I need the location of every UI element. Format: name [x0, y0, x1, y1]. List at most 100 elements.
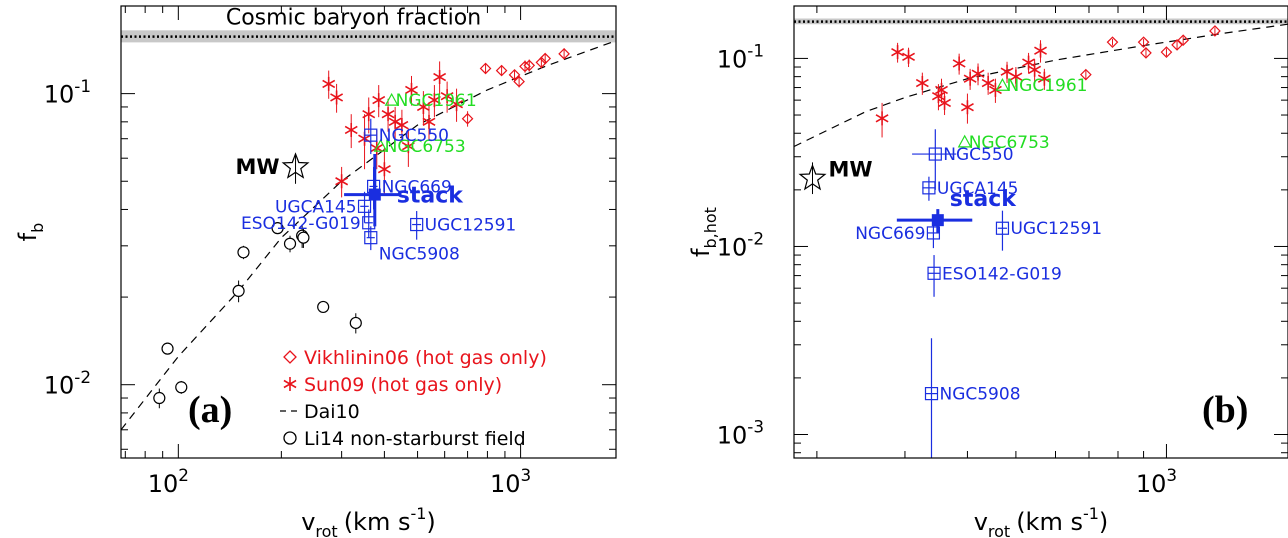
- vikhlinin-point: [539, 52, 552, 65]
- y-axis-label-sub: b,hot: [701, 207, 720, 248]
- x-tick-label-base: 10: [148, 470, 179, 498]
- li14-point: [297, 231, 310, 244]
- galaxy-label: NGC669: [382, 177, 452, 197]
- sun09-point: [960, 100, 974, 115]
- x-tick-label: 103: [490, 465, 531, 498]
- y-axis-label: fb: [14, 223, 47, 242]
- plot-area: [121, 30, 616, 431]
- x-tick-label-exp: 3: [521, 465, 532, 485]
- li14-point: [317, 300, 330, 314]
- sun09-point: [938, 95, 952, 110]
- vikhlinin-point: [1106, 36, 1119, 49]
- galaxy-label: NGC669: [855, 224, 925, 244]
- y-tick-label-base: 10: [44, 81, 75, 109]
- legend-item-label: Sun09 (hot gas only): [304, 374, 502, 396]
- sun09-point: [915, 76, 929, 91]
- legend-diamond-icon: [283, 350, 297, 364]
- galaxy-point: [924, 387, 939, 401]
- sun09-point: [971, 66, 985, 81]
- mw-label: MW: [235, 155, 279, 179]
- galaxy-label: UGCA145: [275, 197, 357, 217]
- legend-item-label: Li14 non-starburst field: [304, 428, 526, 450]
- sun09-point: [401, 139, 415, 154]
- y-tick-label-exp: -1: [74, 76, 91, 96]
- dai10-curve: [121, 40, 616, 431]
- stack-label: stack: [950, 187, 1017, 212]
- y-axis-label: fb,hot: [687, 207, 720, 257]
- green-point: [995, 77, 1010, 91]
- x-axis-label-close: ): [1099, 508, 1108, 536]
- sun09-point: [335, 174, 349, 189]
- x-axis-label-unit: (km s: [344, 508, 411, 536]
- x-tick-label-exp: 2: [178, 465, 189, 485]
- band-label: Cosmic baryon fraction: [226, 5, 481, 30]
- y-tick-label: 10-2: [717, 229, 764, 262]
- y-tick-label-exp: -2: [74, 367, 91, 387]
- vikhlinin-point: [1140, 47, 1152, 59]
- x-axis-label-main: v: [301, 508, 315, 536]
- sun09-point: [322, 76, 336, 91]
- green-point-label: NGC1961: [1006, 76, 1087, 96]
- sun09-point: [952, 56, 966, 71]
- vikhlinin-point: [508, 69, 521, 81]
- sun09-point: [362, 107, 376, 122]
- sun09-point: [381, 107, 395, 122]
- x-axis-label-sub: rot: [988, 522, 1010, 538]
- y-tick-label: 10-3: [717, 417, 764, 450]
- legend-circle-icon: [283, 431, 297, 445]
- x-axis-label-close: ): [426, 508, 435, 536]
- sun09-point: [935, 82, 948, 97]
- y-axis-label-sub: b: [28, 223, 47, 233]
- sun09-point: [416, 99, 430, 114]
- y-tick-label-base: 10: [717, 45, 748, 73]
- sun09-point: [344, 122, 358, 137]
- vikhlinin-point: [558, 47, 570, 60]
- x-axis-label: vrot (km s-1): [974, 504, 1109, 538]
- panel-a: Cosmic baryon fractionNGC1961NGC6753NGC5…: [14, 5, 617, 538]
- sun09-point: [330, 90, 344, 105]
- vikhlinin-point: [1080, 68, 1092, 81]
- axes-frame: [120, 5, 617, 459]
- galaxy-point: [364, 128, 378, 142]
- galaxy-point: [995, 221, 1010, 235]
- li14-point: [237, 246, 250, 259]
- y-tick-label: 10-1: [717, 41, 764, 74]
- x-axis-label-sub: rot: [315, 522, 337, 538]
- sun09-point: [433, 70, 447, 85]
- y-tick-label: 10-2: [44, 367, 91, 400]
- vikhlinin-point: [523, 59, 536, 72]
- y-tick-label: 10-1: [44, 76, 91, 109]
- galaxy-label: NGC5908: [939, 385, 1020, 405]
- galaxy-label: UGC12591: [1010, 219, 1102, 239]
- stack-point: [931, 214, 944, 227]
- li14-point: [232, 284, 245, 298]
- x-tick-label-base: 10: [1136, 470, 1167, 498]
- vikhlinin-point: [1137, 36, 1150, 49]
- galaxy-point: [927, 266, 941, 280]
- galaxy-point: [922, 181, 936, 195]
- mw-star-icon: [281, 152, 310, 179]
- galaxy-point: [410, 217, 424, 232]
- y-tick-label-exp: -2: [747, 229, 764, 249]
- green-point: [957, 134, 972, 148]
- galaxy-label: NGC550: [943, 145, 1013, 165]
- sun09-point: [372, 93, 386, 108]
- li14-point: [271, 222, 284, 235]
- mw-label: MW: [828, 157, 872, 181]
- x-tick-label-base: 10: [490, 470, 521, 498]
- axes-frame: [793, 5, 1288, 459]
- sun09-point: [988, 82, 1002, 97]
- vikhlinin-point: [1177, 34, 1190, 47]
- y-tick-label-exp: -1: [747, 41, 764, 61]
- y-axis-label-main: f: [687, 248, 715, 257]
- li14-point: [283, 237, 297, 250]
- galaxy-label: NGC550: [379, 126, 449, 146]
- green-point: [384, 92, 399, 106]
- sun09-point: [1037, 71, 1051, 86]
- galaxy-point: [926, 226, 941, 240]
- galaxy-label: ESO142-G019: [241, 214, 361, 234]
- x-tick-label: 102: [148, 465, 189, 498]
- sun09-point: [377, 162, 391, 177]
